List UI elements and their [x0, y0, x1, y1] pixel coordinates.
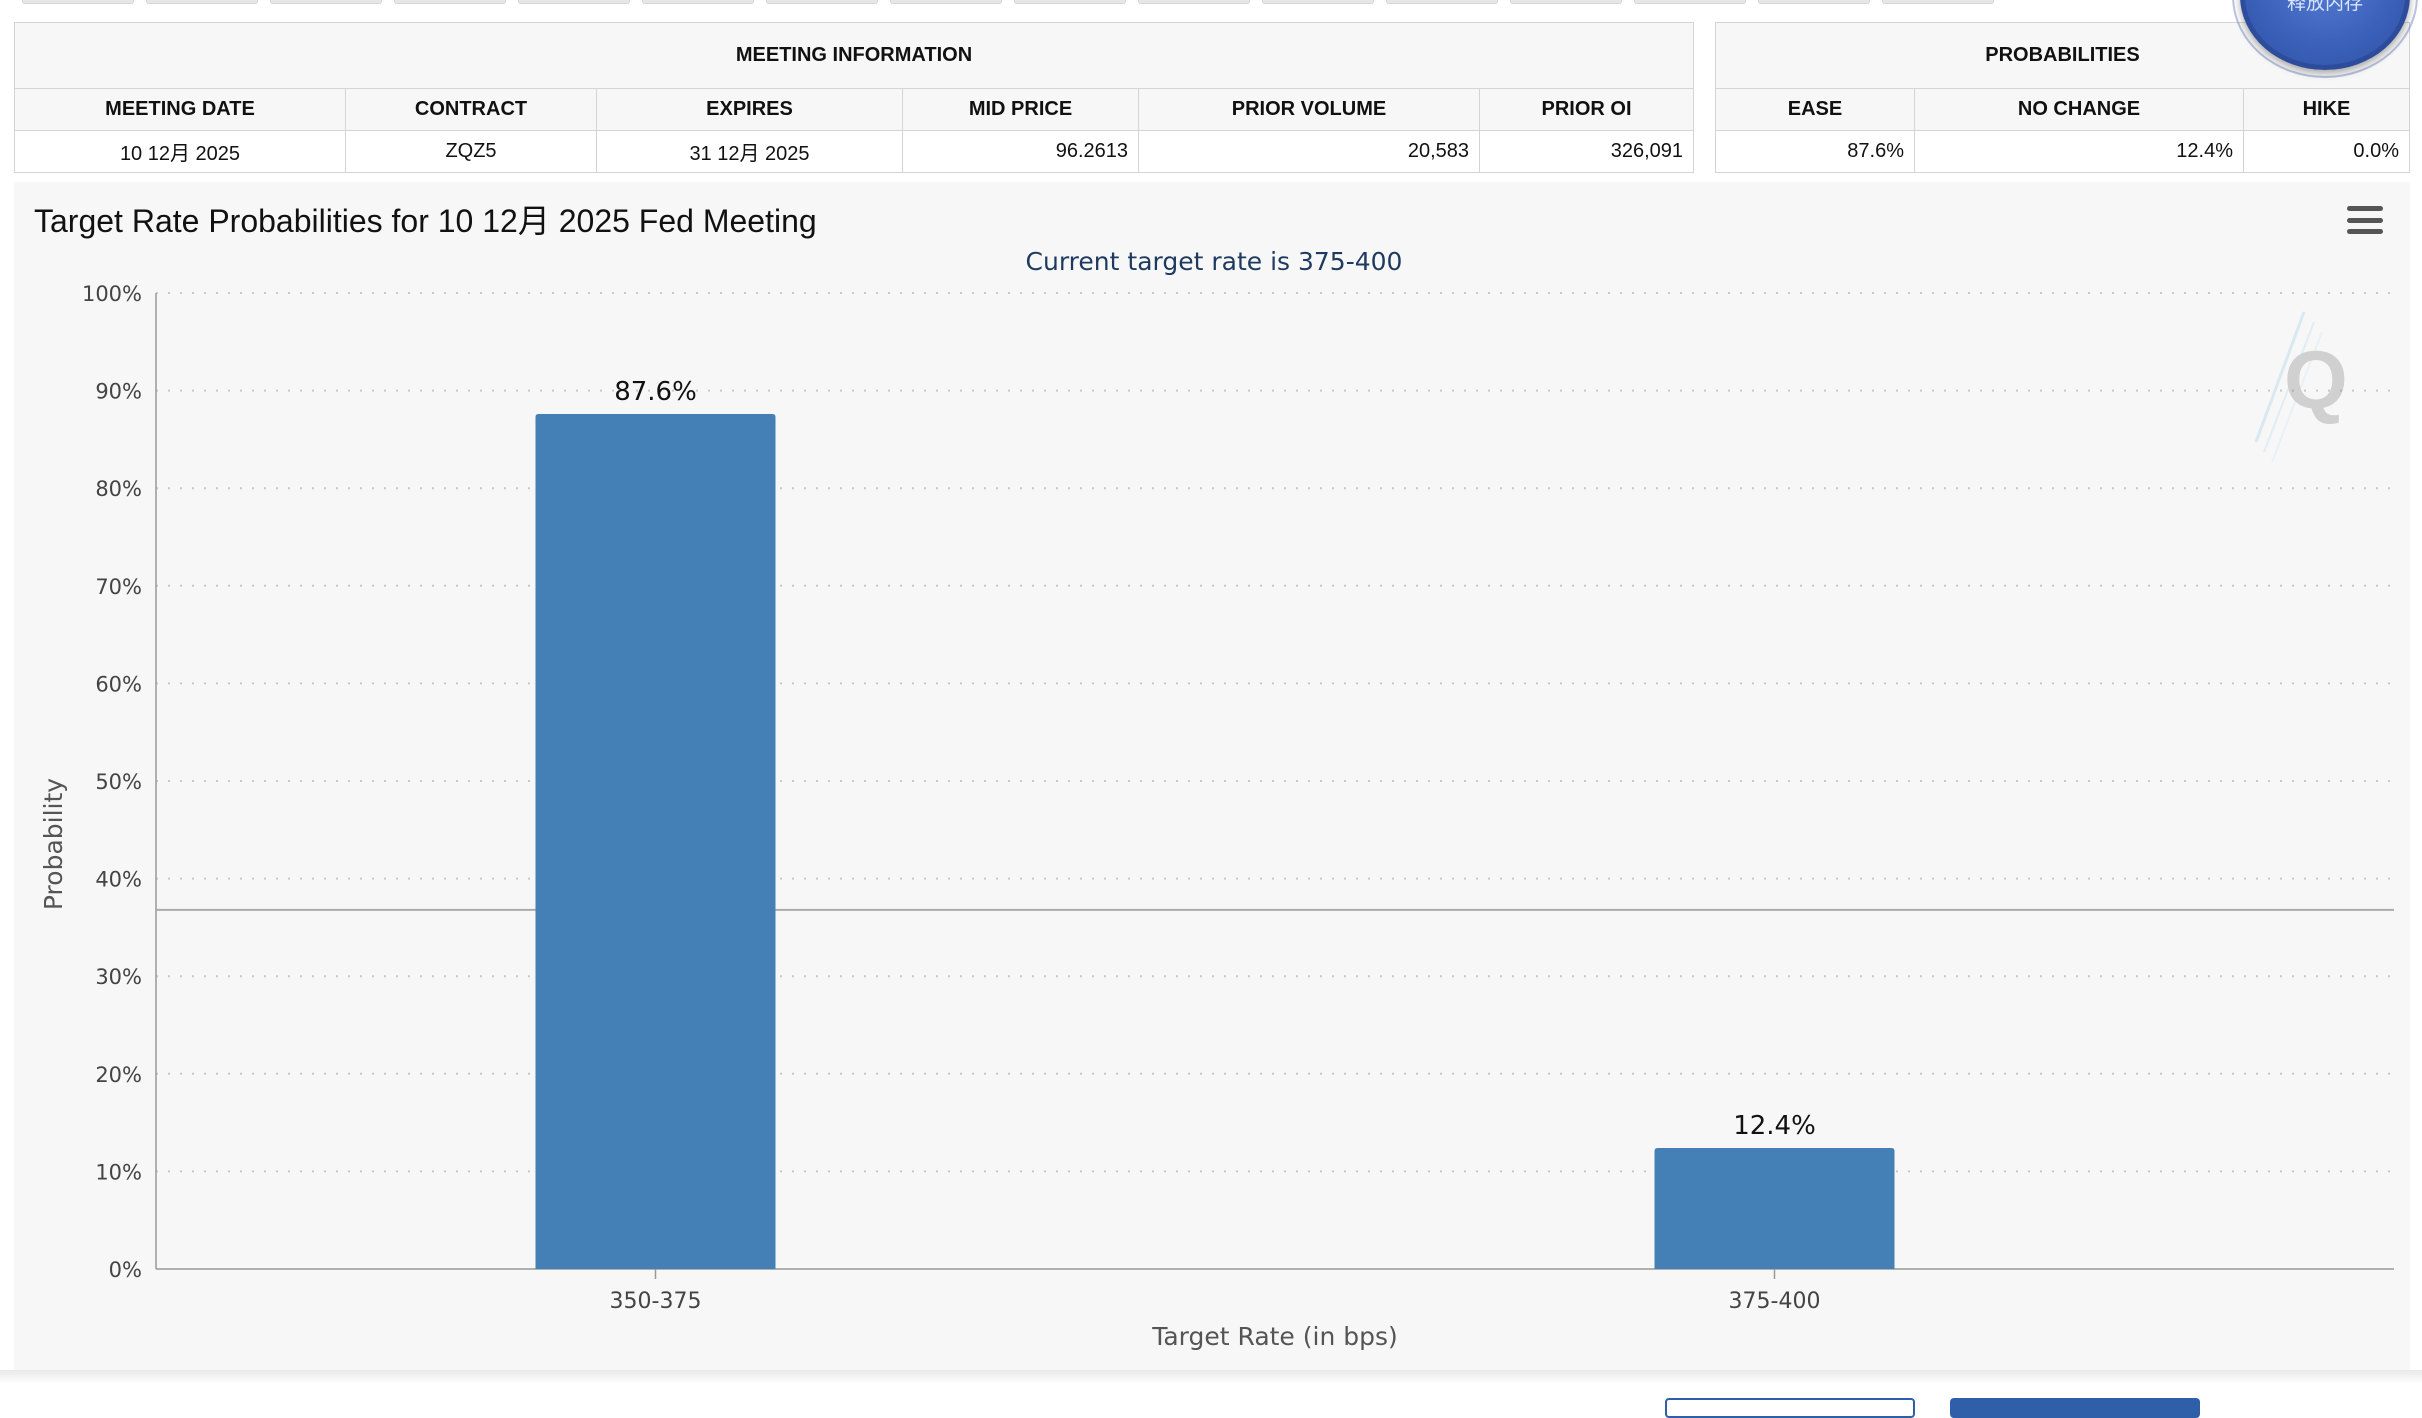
- tab[interactable]: [766, 0, 878, 4]
- bar-375-400[interactable]: [1654, 1147, 1895, 1269]
- tab[interactable]: [22, 0, 134, 4]
- tab[interactable]: [1758, 0, 1870, 4]
- ease-value: 87.6%: [1715, 130, 1915, 173]
- svg-text:Q: Q: [2284, 335, 2348, 426]
- contract-value: ZQZ5: [345, 130, 597, 173]
- y-tick-label: 30%: [95, 965, 142, 989]
- tab[interactable]: [890, 0, 1002, 4]
- tab[interactable]: [270, 0, 382, 4]
- col-prior-volume: PRIOR VOLUME: [1138, 88, 1480, 131]
- chart-title: Target Rate Probabilities for 10 12月 202…: [34, 203, 817, 239]
- col-ease: EASE: [1715, 88, 1915, 131]
- tab[interactable]: [1510, 0, 1622, 4]
- y-tick-label: 70%: [95, 575, 142, 599]
- tab[interactable]: [642, 0, 754, 4]
- chart-panel: 0% 10% 20% 30% 40% 50% 60% 70% 80% 90% 100% 87.6% 35…: [14, 182, 2410, 1372]
- tab[interactable]: [1262, 0, 1374, 4]
- y-tick-label: 90%: [95, 380, 142, 404]
- y-tick-label: 20%: [95, 1063, 142, 1087]
- y-axis-title: Probability: [39, 778, 68, 910]
- table-row: 87.6% 12.4% 0.0%: [1715, 130, 2410, 173]
- col-mid-price: MID PRICE: [902, 88, 1139, 131]
- col-prior-oi: PRIOR OI: [1479, 88, 1694, 131]
- primary-button[interactable]: [1950, 1398, 2200, 1418]
- col-no-change: NO CHANGE: [1914, 88, 2244, 131]
- tab[interactable]: [1882, 0, 1994, 4]
- probability-bar-chart: 0% 10% 20% 30% 40% 50% 60% 70% 80% 90% 100% 87.6% 35…: [39, 247, 2394, 1351]
- prior-oi-value: 326,091: [1479, 130, 1694, 173]
- watermark-logo: Q: [2254, 311, 2348, 463]
- bar-data-label: 87.6%: [614, 377, 697, 407]
- chart-menu-icon[interactable]: [2347, 206, 2383, 234]
- tab[interactable]: [146, 0, 258, 4]
- col-meeting-date: MEETING DATE: [14, 88, 346, 131]
- chart-subtitle: Current target rate is 375-400: [1026, 247, 1403, 276]
- bar-350-375[interactable]: [535, 414, 776, 1269]
- x-axis-title: Target Rate (in bps): [1151, 1322, 1398, 1351]
- top-tab-strip: [22, 0, 1994, 4]
- tab[interactable]: [394, 0, 506, 4]
- bars: [535, 414, 1895, 1269]
- mid-price-value: 96.2613: [902, 130, 1139, 173]
- y-tick-label: 100%: [82, 282, 142, 306]
- meeting-information-header: MEETING INFORMATION: [14, 22, 1694, 89]
- x-tick-label: 375-400: [1729, 1289, 1821, 1314]
- y-tick-label: 40%: [95, 868, 142, 892]
- tab[interactable]: [1386, 0, 1498, 4]
- y-tick-label: 80%: [95, 477, 142, 501]
- tab[interactable]: [1634, 0, 1746, 4]
- col-contract: CONTRACT: [345, 88, 597, 131]
- axes: [155, 293, 2394, 1279]
- col-hike: HIKE: [2243, 88, 2410, 131]
- no-change-value: 12.4%: [1914, 130, 2244, 173]
- col-expires: EXPIRES: [596, 88, 903, 131]
- gridlines: [156, 292, 2394, 1173]
- table-row: 10 12月 2025 ZQZ5 31 12月 2025 96.2613 20,…: [14, 130, 1694, 173]
- expires-value: 31 12月 2025: [596, 130, 903, 173]
- secondary-button[interactable]: [1665, 1398, 1915, 1418]
- y-tick-label: 10%: [95, 1160, 142, 1184]
- prior-volume-value: 20,583: [1138, 130, 1480, 173]
- tab[interactable]: [1138, 0, 1250, 4]
- hike-value: 0.0%: [2243, 130, 2410, 173]
- y-tick-label: 60%: [95, 672, 142, 696]
- y-tick-label: 0%: [109, 1258, 142, 1282]
- bar-data-label: 12.4%: [1733, 1111, 1816, 1141]
- release-memory-label: 释放内存: [2286, 0, 2363, 14]
- x-tick-label: 350-375: [610, 1289, 702, 1314]
- y-tick-label: 50%: [95, 770, 142, 794]
- tab[interactable]: [1014, 0, 1126, 4]
- meeting-information-table: MEETING INFORMATION MEETING DATE CONTRAC…: [14, 22, 1694, 173]
- tab[interactable]: [518, 0, 630, 4]
- meeting-date-value: 10 12月 2025: [14, 130, 346, 173]
- labels: 0% 10% 20% 30% 40% 50% 60% 70% 80% 90% 100% 87.6% 35…: [82, 282, 1821, 1314]
